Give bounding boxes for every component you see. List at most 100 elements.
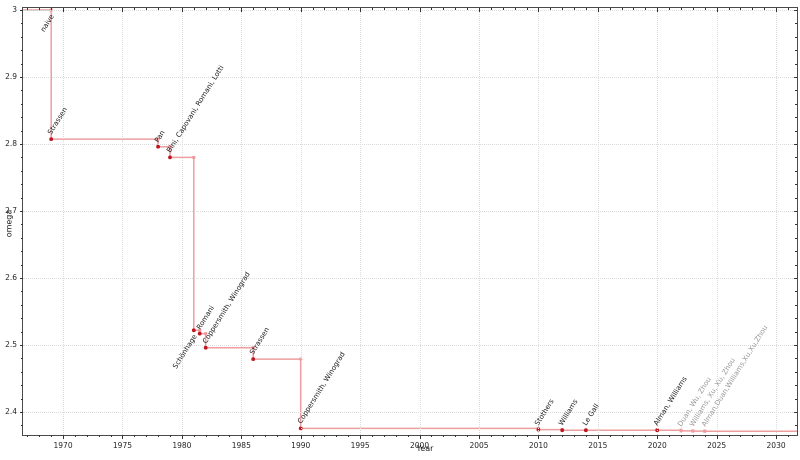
x-tick-mark (110, 435, 112, 437)
step-vertex-marker (168, 145, 172, 149)
x-tick-mark (312, 8, 314, 10)
x-tick-mark (490, 8, 492, 10)
y-tick-mark (795, 264, 797, 266)
x-tick-mark (51, 8, 53, 10)
x-tick-label: 1980 (172, 441, 192, 450)
y-tick-mark (795, 385, 797, 387)
y-tick-mark (21, 170, 23, 172)
grid-line-vertical (538, 8, 540, 435)
data-point-marker (203, 345, 208, 350)
x-tick-mark (681, 435, 682, 437)
y-tick-label: 2.7 (5, 205, 17, 215)
x-tick-mark (787, 8, 789, 10)
y-tick-mark (21, 63, 23, 65)
y-tick-label: 2.5 (5, 339, 17, 349)
x-tick-mark (181, 8, 183, 12)
y-tick-mark (21, 224, 23, 226)
x-tick-mark (574, 8, 576, 10)
x-tick-mark (562, 435, 564, 437)
x-tick-mark (455, 435, 457, 437)
x-tick-mark (360, 8, 362, 12)
x-tick-mark (467, 435, 469, 437)
x-tick-mark (502, 8, 504, 10)
x-tick-mark (217, 435, 219, 437)
x-tick-mark (478, 435, 480, 439)
x-tick-mark (300, 8, 302, 12)
y-tick-mark (793, 345, 797, 347)
grid-line-horizontal (23, 211, 797, 212)
x-tick-mark (74, 8, 76, 10)
y-tick-mark (795, 63, 797, 65)
y-tick-mark (19, 144, 23, 145)
y-tick-mark (793, 77, 797, 78)
x-tick-mark (51, 435, 53, 437)
x-tick-mark (716, 435, 718, 439)
grid-line-vertical (716, 8, 718, 435)
x-tick-mark (609, 435, 611, 437)
x-tick-mark (395, 8, 397, 10)
x-tick-mark (752, 8, 754, 10)
y-tick-mark (21, 90, 23, 92)
y-tick-mark (795, 371, 797, 373)
x-tick-mark (146, 8, 148, 10)
x-tick-label: 1975 (112, 441, 132, 450)
x-tick-mark (692, 435, 694, 437)
x-tick-mark (253, 8, 255, 10)
y-tick-mark (21, 398, 23, 400)
y-tick-mark (21, 264, 23, 266)
x-tick-label: 2030 (766, 441, 786, 450)
x-tick-mark (431, 8, 433, 10)
data-point-marker (156, 144, 161, 149)
y-tick-mark (21, 50, 23, 52)
x-tick-mark (669, 435, 671, 437)
y-tick-mark (21, 184, 23, 186)
x-tick-mark (360, 435, 362, 439)
x-tick-mark (526, 8, 528, 10)
x-tick-mark (288, 8, 290, 10)
x-tick-mark (585, 435, 587, 437)
y-tick-mark (795, 224, 797, 226)
x-tick-mark (728, 8, 730, 10)
x-tick-mark (597, 435, 599, 439)
x-tick-mark (490, 435, 492, 437)
x-tick-mark (609, 8, 611, 10)
x-tick-mark (740, 8, 742, 10)
y-tick-mark (19, 345, 23, 347)
x-tick-mark (716, 8, 718, 12)
x-tick-mark (205, 435, 207, 437)
y-tick-mark (795, 130, 797, 132)
y-tick-mark (21, 425, 23, 427)
x-tick-mark (348, 8, 350, 10)
step-vertex-marker (198, 328, 202, 332)
y-tick-mark (795, 184, 797, 186)
grid-line-vertical (419, 8, 421, 435)
x-tick-mark (39, 435, 41, 437)
x-tick-mark (39, 8, 41, 10)
x-tick-mark (27, 435, 29, 437)
x-tick-label: 2025 (707, 441, 727, 450)
data-point-marker (49, 137, 54, 142)
x-tick-mark (455, 8, 457, 10)
x-tick-label: 2005 (469, 441, 489, 450)
grid-line-vertical (776, 8, 778, 435)
x-tick-mark (27, 8, 29, 10)
x-tick-mark (122, 8, 124, 12)
x-tick-mark (514, 8, 516, 10)
x-tick-mark (538, 435, 540, 439)
grid-line-vertical (657, 8, 659, 435)
x-tick-mark (193, 435, 195, 437)
y-tick-mark (795, 251, 797, 253)
x-tick-mark (146, 435, 148, 437)
x-tick-mark (657, 435, 659, 439)
y-tick-mark (793, 211, 797, 212)
y-tick-label: 2.4 (5, 406, 17, 416)
y-tick-mark (795, 358, 797, 360)
y-tick-mark (19, 10, 23, 11)
x-tick-label: 2020 (647, 441, 667, 450)
x-tick-mark (158, 8, 160, 10)
x-tick-mark (764, 435, 766, 437)
y-tick-mark (21, 251, 23, 253)
grid-line-horizontal (23, 144, 797, 145)
x-tick-mark (181, 435, 183, 439)
